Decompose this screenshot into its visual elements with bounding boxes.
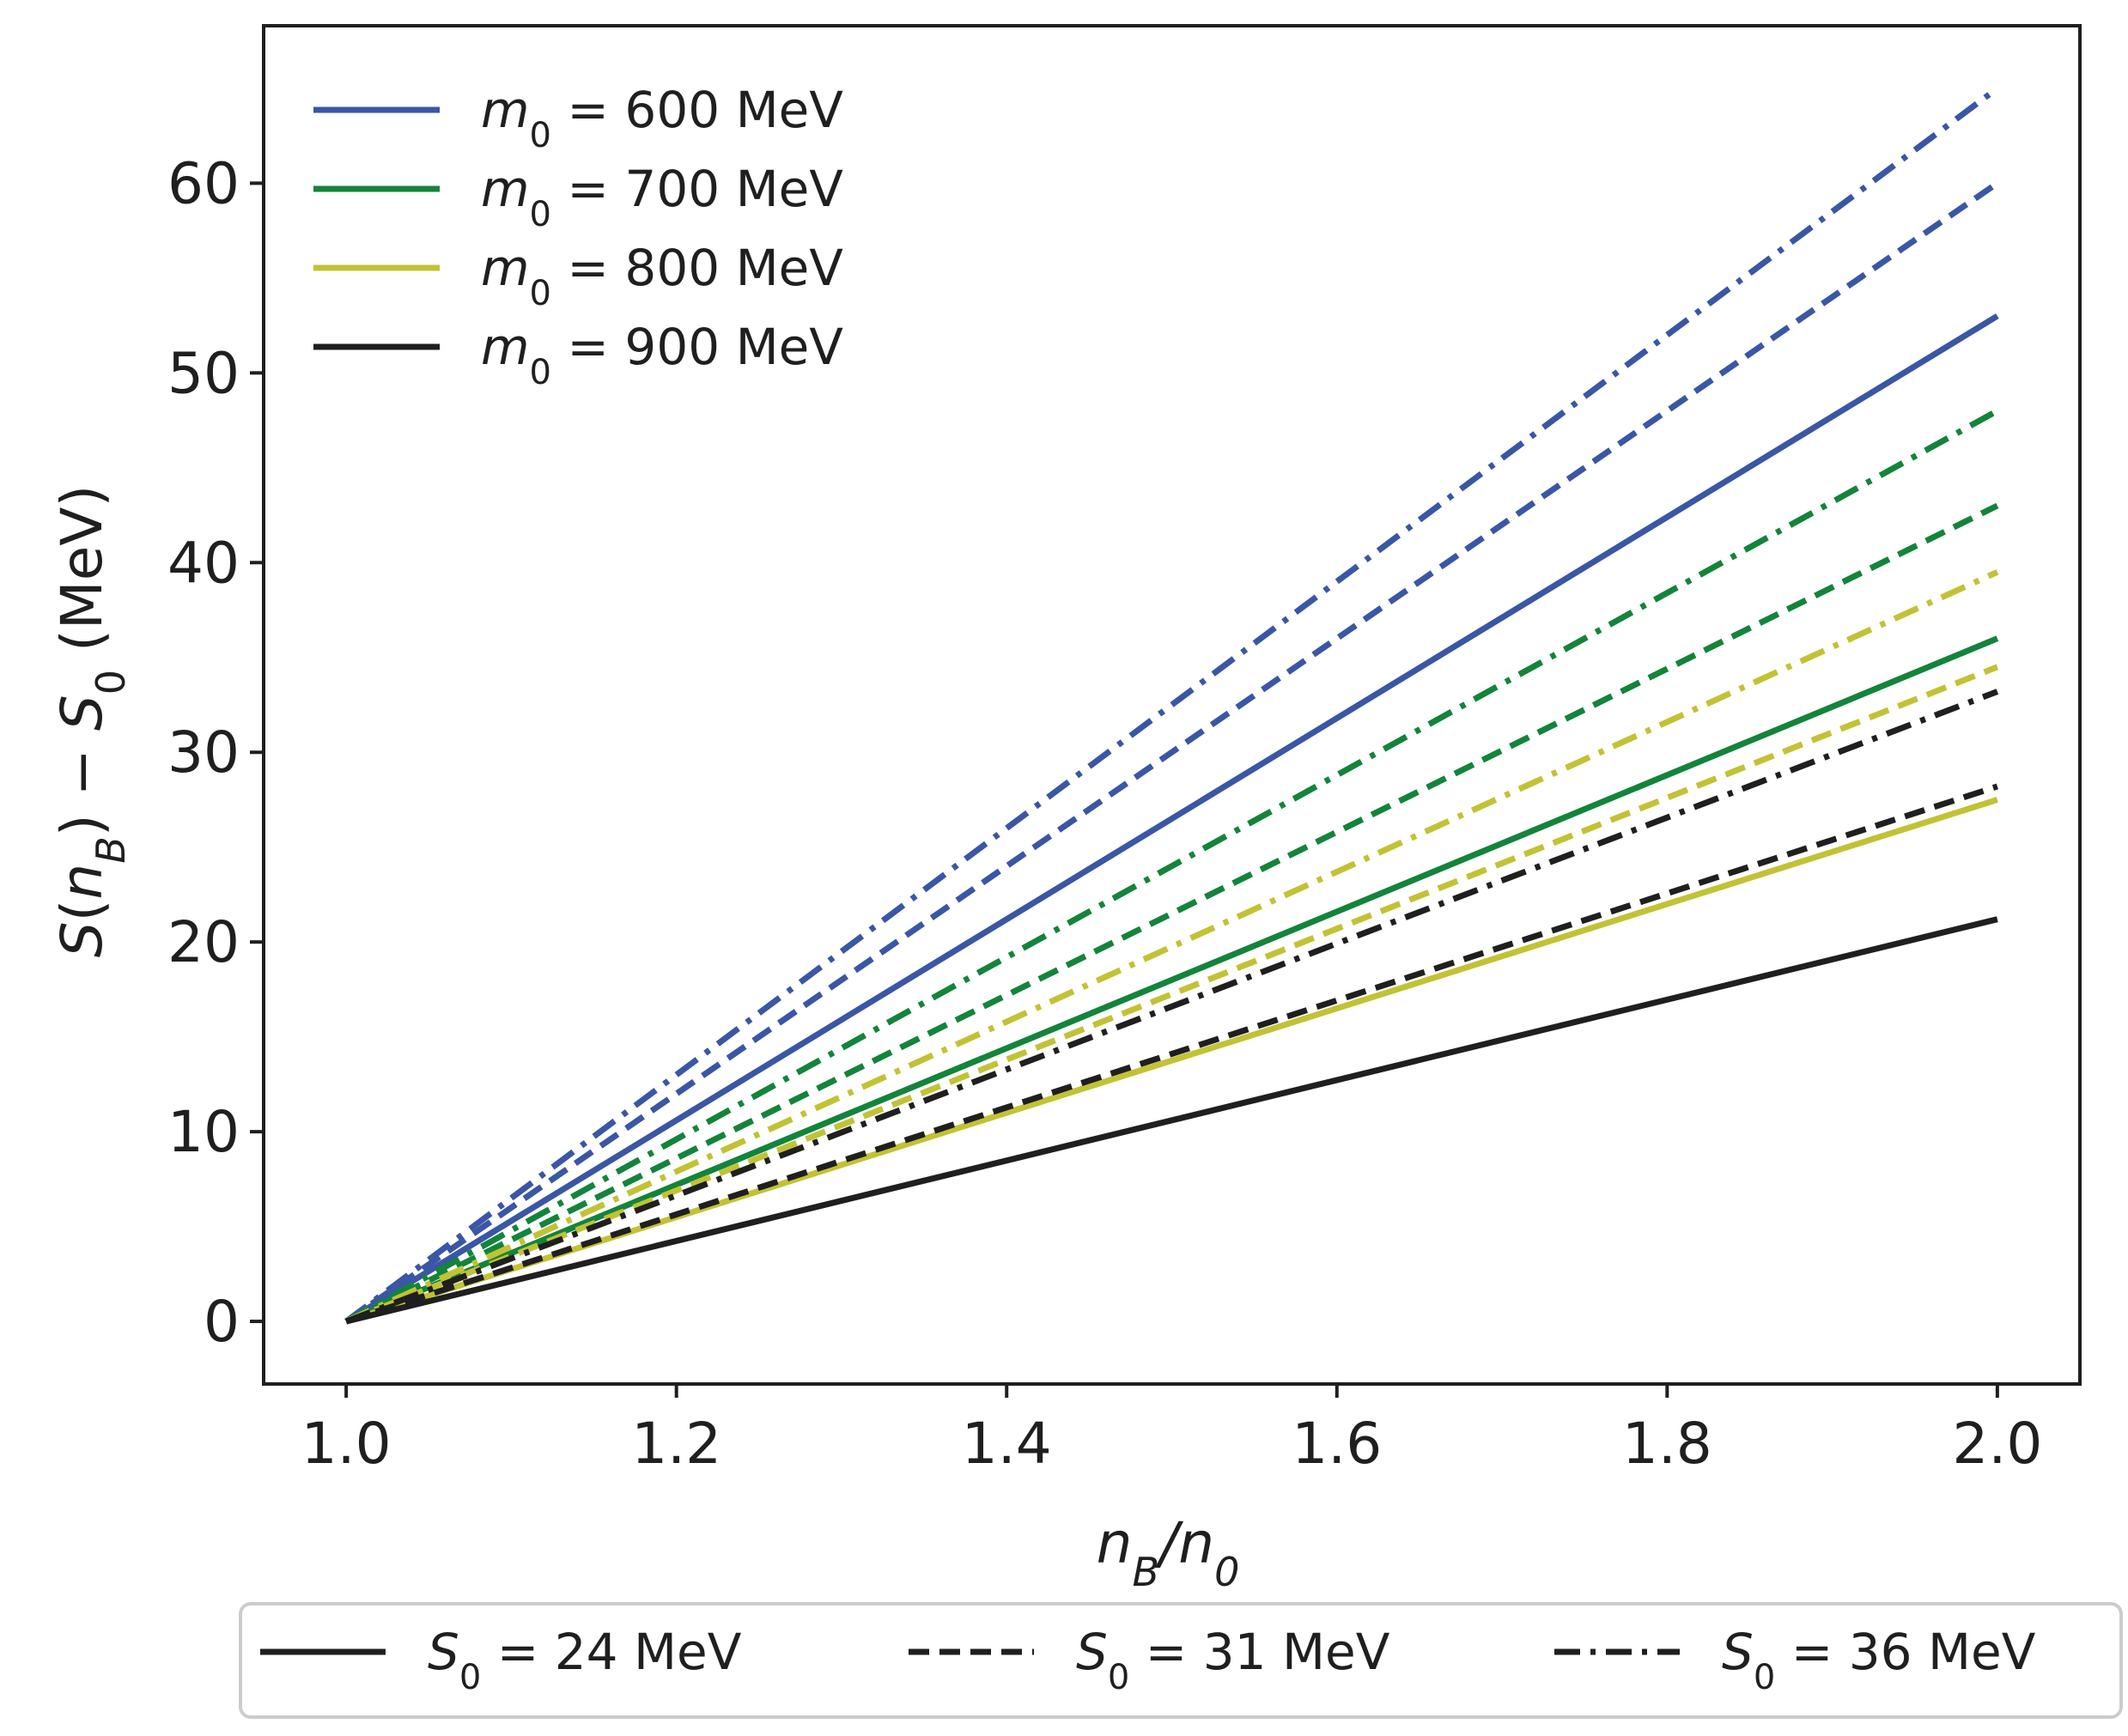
series-line-8 — [344, 569, 1999, 1325]
mass-legend-label-3: m0 = 900 MeV — [481, 318, 843, 392]
series-line-11 — [344, 689, 1999, 1325]
series-layer — [344, 86, 1999, 1325]
series-line-9 — [345, 916, 1998, 1325]
y-tick-label: 20 — [167, 909, 240, 975]
style-legend-label-1: S0 = 31 MeV — [1076, 1623, 1390, 1697]
style-legend-label-2: S0 = 36 MeV — [1722, 1623, 2036, 1697]
style-legend-label-0: S0 = 24 MeV — [428, 1623, 742, 1697]
x-tick-label: 1.8 — [1622, 1411, 1712, 1477]
series-line-2 — [344, 86, 1999, 1324]
y-tick-label: 50 — [167, 340, 240, 406]
series-line-0 — [344, 313, 1999, 1325]
y-axis-ticks: 0 10 20 30 40 50 60 — [167, 150, 264, 1355]
y-tick-label: 40 — [167, 530, 240, 596]
y-tick-label: 60 — [167, 150, 240, 216]
plot-frame — [262, 24, 2082, 1386]
x-tick-label: 1.4 — [962, 1411, 1052, 1477]
series-line-3 — [344, 635, 1999, 1325]
series-line-10 — [345, 783, 1998, 1325]
style-legend: S0 = 24 MeV S0 = 31 MeV S0 = 36 MeV — [260, 1623, 2036, 1697]
series-line-5 — [344, 408, 1999, 1325]
series-line-1 — [344, 180, 1999, 1324]
series-line-4 — [344, 502, 1999, 1325]
style-legend-box — [239, 1602, 2123, 1719]
y-tick-label: 10 — [167, 1099, 240, 1165]
x-tick-label: 1.0 — [301, 1411, 392, 1477]
x-tick-label: 1.2 — [631, 1411, 721, 1477]
mass-legend-label-0: m0 = 600 MeV — [481, 81, 843, 155]
x-tick-label: 2.0 — [1952, 1411, 2042, 1477]
mass-legend-label-2: m0 = 800 MeV — [481, 239, 843, 313]
mass-legend-label-1: m0 = 700 MeV — [481, 160, 843, 234]
y-tick-label: 30 — [167, 719, 240, 786]
x-tick-label: 1.6 — [1292, 1411, 1382, 1477]
series-line-7 — [344, 664, 1999, 1325]
y-tick-label: 0 — [204, 1289, 240, 1355]
x-axis-ticks: 1.0 1.2 1.4 1.6 1.8 2.0 — [301, 1384, 2042, 1477]
